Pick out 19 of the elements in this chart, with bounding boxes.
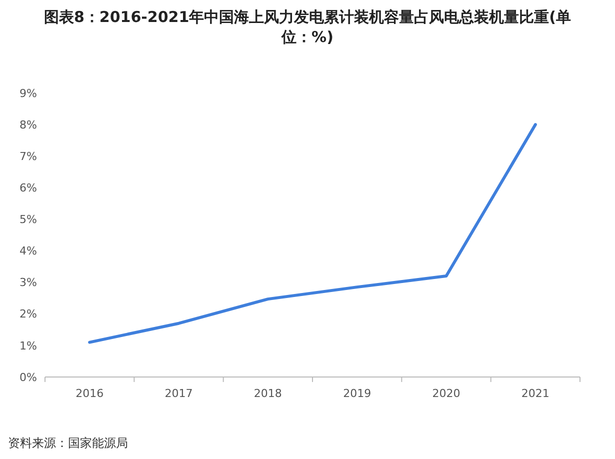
text: 资料来源：国家能源局: [8, 436, 128, 450]
x-tick-label: 2019: [343, 387, 372, 400]
x-tick-label: 2017: [164, 387, 193, 400]
line-series: [88, 123, 537, 344]
x-tick-label: 2021: [521, 387, 550, 400]
y-tick-label: 7%: [20, 150, 37, 163]
x-tick-label: 2016: [76, 387, 104, 400]
y-tick-label: 3%: [20, 276, 37, 290]
y-tick-label: 9%: [20, 86, 37, 100]
y-tick-label: 6%: [20, 182, 37, 195]
y-tick-label: 1%: [20, 339, 37, 352]
x-tick-label: 2020: [432, 387, 460, 400]
chart-title: 图表8：2016-2021年中国海上风力发电累计装机容量占风电总装机量比重(单位：%): [44, 8, 572, 46]
y-tick-label: 0%: [20, 370, 37, 384]
y-tick-label: 2%: [20, 308, 37, 321]
y-tick-label: 4%: [20, 244, 37, 258]
x-tick-label: 2018: [254, 387, 282, 400]
y-tick-label: 5%: [20, 213, 37, 226]
y-tick-label: 8%: [20, 118, 37, 132]
